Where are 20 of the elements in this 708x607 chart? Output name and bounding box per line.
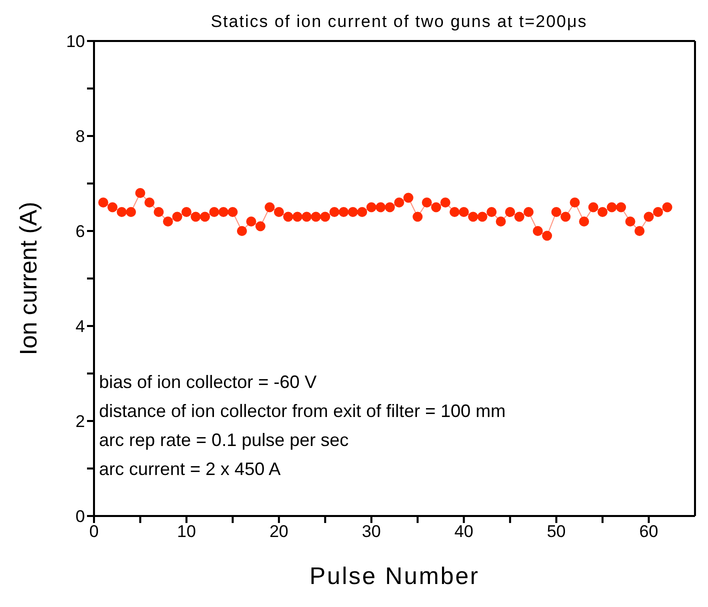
chart-title: Statics of ion current of two guns at t=200μs — [210, 12, 588, 32]
annotation: arc current = 2 x 450 A — [99, 458, 282, 481]
x-tick-label: 50 — [546, 522, 566, 542]
x-tick-label: 30 — [362, 522, 381, 542]
y-axis-title: Ion current (A) — [16, 202, 43, 356]
annotation: bias of ion collector = -60 V — [99, 371, 318, 394]
y-tick-label: 6 — [76, 222, 85, 242]
x-tick-label: 0 — [89, 522, 99, 542]
annotation: distance of ion collector from exit of filter = 100 mm — [99, 400, 506, 423]
y-tick-label: 10 — [66, 32, 85, 52]
x-tick-label: 10 — [177, 522, 196, 542]
x-tick-label: 40 — [454, 522, 474, 542]
annotation: arc rep rate = 0.1 pulse per sec — [99, 429, 350, 452]
y-tick-label: 8 — [76, 127, 85, 146]
y-tick-label: 2 — [76, 412, 85, 432]
x-axis-title: Pulse Number — [309, 563, 480, 590]
y-tick-label: 0 — [76, 507, 85, 526]
y-tick-label: 4 — [76, 317, 85, 336]
x-tick-label: 60 — [639, 522, 658, 542]
x-tick-label: 20 — [269, 522, 288, 542]
